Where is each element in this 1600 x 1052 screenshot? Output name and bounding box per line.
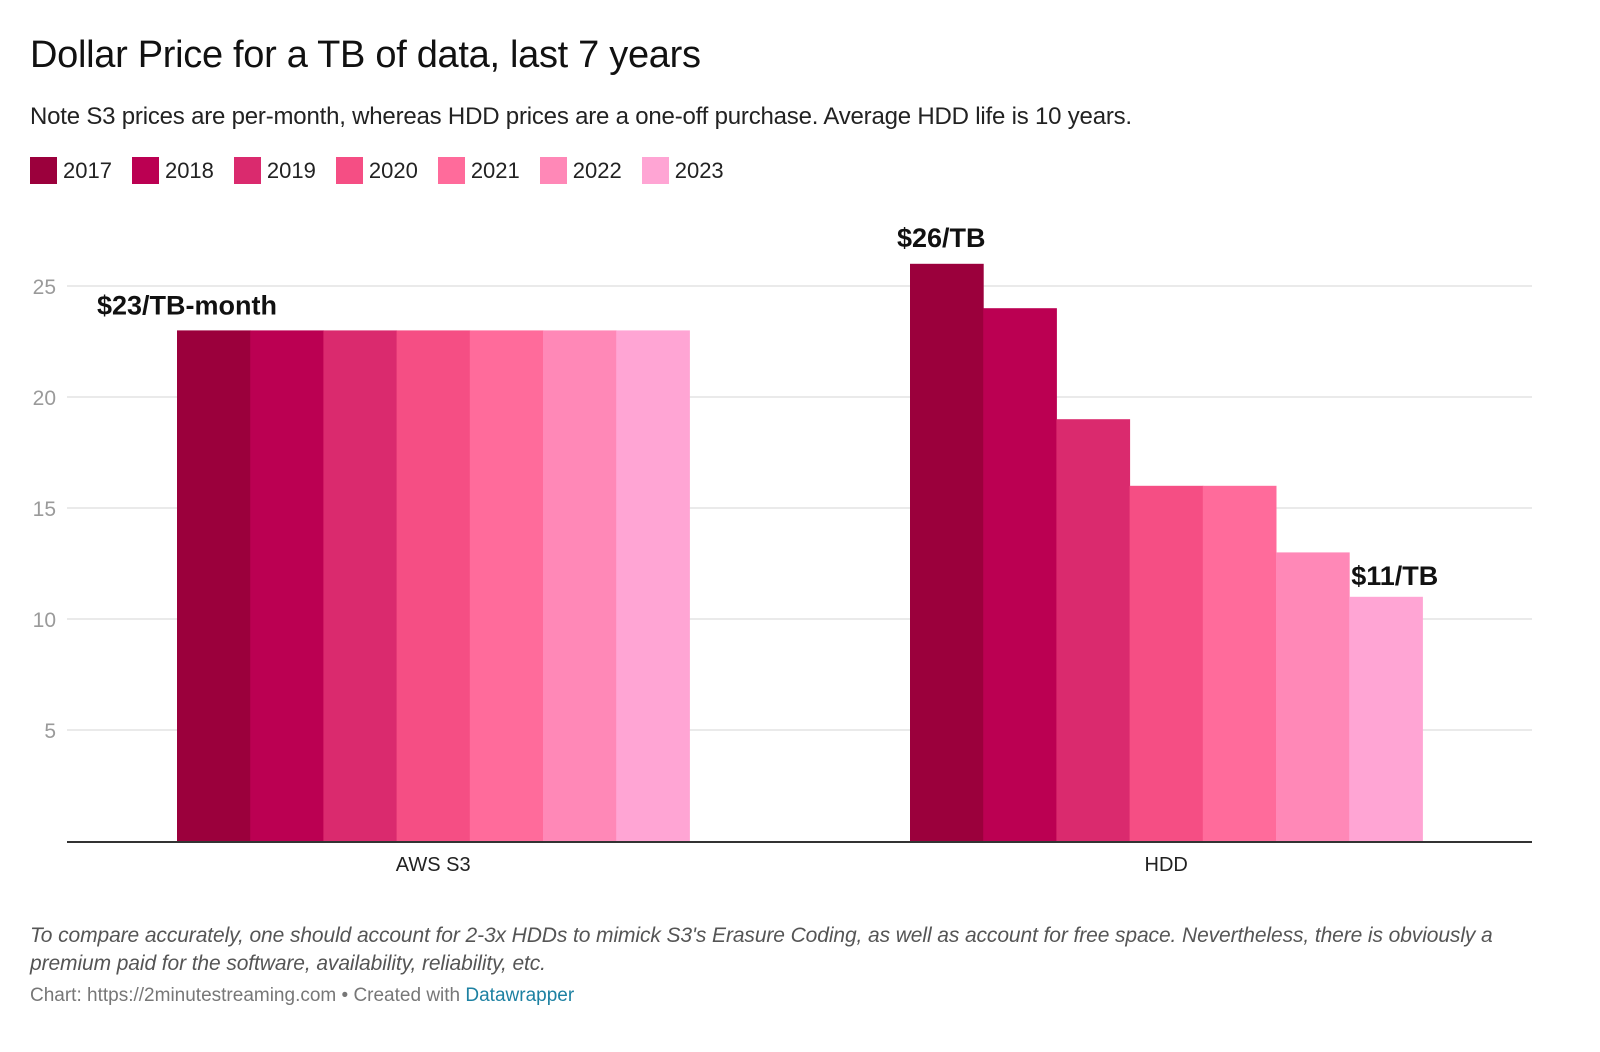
legend-label: 2020 xyxy=(368,157,418,183)
legend-label: 2018 xyxy=(164,157,214,183)
legend-item-2021: 2021 xyxy=(437,157,520,184)
chart-title: Dollar Price for a TB of data, last 7 ye… xyxy=(30,34,701,76)
data-annotation: $11/TB xyxy=(1351,561,1438,591)
x-category-label: HDD xyxy=(1145,854,1188,876)
legend-swatch xyxy=(335,157,363,184)
legend-swatch xyxy=(30,157,57,184)
bar-aws-s3-2023 xyxy=(616,330,690,841)
datawrapper-link[interactable]: Datawrapper xyxy=(465,985,575,1006)
y-tick-label: 15 xyxy=(33,498,56,521)
source-text: Chart: https://2minutestreaming.com • Cr… xyxy=(30,985,466,1006)
bar-hdd-2021 xyxy=(1202,485,1277,841)
legend-label: 2022 xyxy=(572,157,622,183)
legend-swatch xyxy=(437,157,465,184)
bar-chart: 5 10 15 20 25 AWS S3 HDD $23/TB-month $26/TB $11/… xyxy=(33,223,1532,876)
y-tick-label: 10 xyxy=(33,609,56,632)
bar-hdd-2017 xyxy=(910,263,984,841)
bar-aws-s3-2020 xyxy=(396,330,471,841)
legend-label: 2019 xyxy=(266,157,316,183)
legend-item-2018: 2018 xyxy=(131,157,214,184)
chart-subtitle: Note S3 prices are per-month, whereas HD… xyxy=(30,103,1132,130)
x-category-label: AWS S3 xyxy=(396,854,471,876)
legend-swatch xyxy=(131,157,159,184)
chart-notes: To compare accurately, one should accoun… xyxy=(30,924,1493,975)
legend-item-2022: 2022 xyxy=(539,157,622,184)
legend: 2017 2018 2019 2020 2021 2022 2023 xyxy=(30,157,744,184)
bar-hdd-2019 xyxy=(1056,419,1131,841)
bar-aws-s3-2017 xyxy=(177,330,251,841)
bar-hdd-2023 xyxy=(1349,596,1423,841)
y-tick-label: 25 xyxy=(33,276,56,299)
bar-aws-s3-2022 xyxy=(543,330,617,841)
legend-item-2020: 2020 xyxy=(335,157,418,184)
bar-aws-s3-2021 xyxy=(469,330,544,841)
legend-swatch xyxy=(539,157,567,184)
y-tick-label: 5 xyxy=(44,720,56,743)
bar-aws-s3-2018 xyxy=(250,330,324,841)
legend-item-2023: 2023 xyxy=(641,157,724,184)
bar-aws-s3-2019 xyxy=(323,330,398,841)
bar-hdd-2020 xyxy=(1129,485,1204,841)
legend-swatch xyxy=(233,157,261,184)
y-tick-label: 20 xyxy=(33,387,56,410)
chart-source: Chart: https://2minutestreaming.com • Cr… xyxy=(30,985,574,1007)
legend-item-2019: 2019 xyxy=(233,157,316,184)
legend-label: 2017 xyxy=(63,157,112,183)
data-annotation: $26/TB xyxy=(897,223,986,253)
legend-item-2017: 2017 xyxy=(30,157,112,184)
data-annotation: $23/TB-month xyxy=(97,290,277,320)
legend-swatch xyxy=(641,157,669,184)
bar-hdd-2022 xyxy=(1276,552,1350,841)
bar-hdd-2018 xyxy=(983,308,1057,841)
legend-label: 2023 xyxy=(674,157,724,183)
legend-label: 2021 xyxy=(470,157,520,183)
